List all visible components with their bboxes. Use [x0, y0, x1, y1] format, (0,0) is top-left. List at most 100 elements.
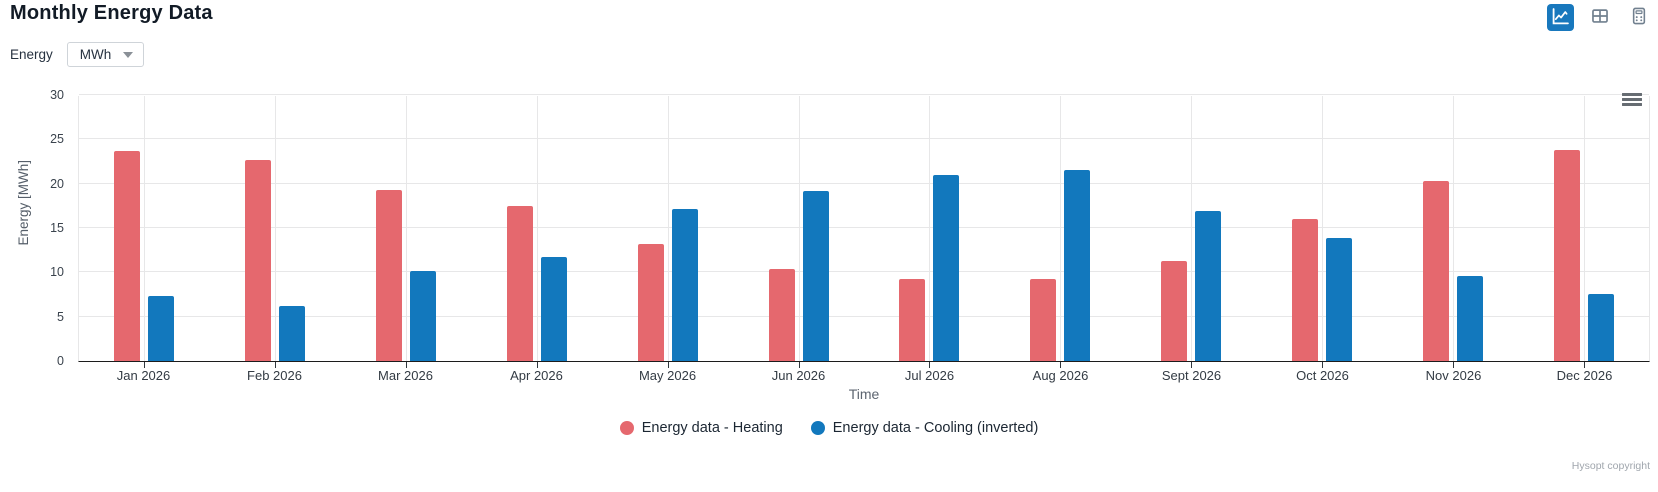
bar-cooling[interactable]: [1456, 275, 1483, 361]
bar-heating[interactable]: [1553, 149, 1580, 361]
x-gridline: [798, 96, 800, 361]
x-tick-label: Mar 2026: [378, 368, 433, 383]
bar-heating[interactable]: [506, 205, 533, 361]
energy-unit-select[interactable]: MWh: [66, 42, 145, 67]
x-tick-label: Jul 2026: [904, 368, 955, 383]
x-gridline: [1191, 96, 1193, 361]
category-slot: [602, 96, 733, 368]
bar-cooling[interactable]: [1587, 293, 1614, 361]
x-tick-label: Sept 2026: [1161, 368, 1222, 383]
x-gridline: [929, 96, 931, 361]
y-gridline: [79, 182, 1649, 184]
x-tick-mark: [1060, 362, 1062, 368]
bar-heating[interactable]: [637, 243, 664, 361]
bar-group: [768, 190, 829, 361]
x-tick-label: May 2026: [638, 368, 697, 383]
category-slot: [471, 96, 602, 368]
y-gridline: [79, 315, 1649, 317]
energy-control-label: Energy: [10, 47, 53, 62]
x-gridline: [275, 96, 277, 361]
legend-item[interactable]: Energy data - Heating: [619, 420, 783, 436]
y-gridline: [79, 94, 1649, 95]
x-gridline: [406, 96, 408, 361]
x-tick-label: Aug 2026: [1032, 368, 1089, 383]
category-slot: [864, 96, 995, 368]
chart-view-button[interactable]: [1547, 4, 1574, 31]
category-slot: [341, 96, 472, 368]
x-gridline: [144, 96, 146, 361]
bar-group: [1291, 219, 1352, 361]
view-toolbar: [1547, 4, 1652, 31]
bar-cooling[interactable]: [279, 306, 306, 361]
bar-heating[interactable]: [114, 150, 141, 361]
bar-heating[interactable]: [1291, 219, 1318, 361]
bar-heating[interactable]: [768, 268, 795, 361]
x-gridline: [1452, 96, 1454, 361]
legend-marker-icon: [810, 421, 825, 435]
category-slot: [1518, 96, 1649, 368]
y-tick-label: 5: [57, 309, 64, 324]
bar-cooling[interactable]: [1325, 237, 1352, 361]
x-gridline: [1321, 96, 1323, 361]
bar-heating[interactable]: [1422, 181, 1449, 361]
plot-area: [78, 93, 1650, 368]
x-tick-label: Oct 2026: [1296, 368, 1349, 383]
bar-heating[interactable]: [899, 279, 926, 361]
y-tick-label: 0: [57, 354, 64, 368]
bar-group: [245, 159, 306, 361]
legend-label: Energy data - Heating: [641, 420, 783, 436]
x-tick-mark: [275, 362, 277, 368]
energy-unit-value: MWh: [79, 47, 112, 62]
category-slot: [995, 96, 1126, 368]
chart-context-menu-button[interactable]: [1619, 90, 1645, 109]
y-gridline: [79, 227, 1649, 228]
bar-group: [376, 189, 437, 361]
category-slot: [733, 96, 864, 368]
y-tick-label: 15: [50, 221, 64, 235]
chevron-down-icon: [123, 51, 134, 58]
bar-heating[interactable]: [245, 159, 272, 361]
bar-cooling[interactable]: [1064, 170, 1091, 361]
y-tick-label: 10: [50, 265, 64, 280]
legend-item[interactable]: Energy data - Cooling (inverted): [810, 420, 1039, 436]
x-tick-mark: [1452, 362, 1454, 368]
x-tick-mark: [929, 362, 931, 368]
legend-label: Energy data - Cooling (inverted): [832, 420, 1039, 436]
bar-cooling[interactable]: [1195, 211, 1222, 361]
x-tick-mark: [536, 362, 538, 368]
category-slot: [1126, 96, 1257, 368]
bar-cooling[interactable]: [540, 257, 567, 361]
bar-cooling[interactable]: [148, 296, 175, 361]
bar-cooling[interactable]: [802, 190, 829, 361]
category-slot: [210, 96, 341, 368]
bar-group: [1161, 211, 1222, 361]
bar-group: [899, 174, 960, 361]
bar-group: [1422, 181, 1483, 361]
bar-cooling[interactable]: [933, 174, 960, 361]
x-axis-tick-labels: Jan 2026 Feb 2026 Mar 2026 Apr 2026 May 2026…: [78, 368, 1650, 383]
bar-cooling[interactable]: [671, 209, 698, 361]
bar-heating[interactable]: [1030, 278, 1057, 361]
energy-unit-control: Energy MWh: [10, 42, 145, 67]
copyright-text: Hysopt copyright: [1571, 460, 1650, 472]
table-view-button[interactable]: [1586, 4, 1613, 31]
bar-group: [1030, 170, 1091, 361]
x-tick-mark: [144, 362, 146, 368]
x-tick-label: Nov 2026: [1425, 368, 1482, 383]
y-tick-label: 20: [50, 176, 64, 191]
x-tick-label: Apr 2026: [510, 368, 563, 383]
category-slot: [1387, 96, 1518, 368]
bar-group: [506, 205, 567, 361]
x-gridline: [1583, 96, 1585, 361]
y-tick-label: 30: [50, 88, 64, 102]
bar-cooling[interactable]: [410, 270, 437, 361]
x-tick-mark: [406, 362, 408, 368]
page-title: Monthly Energy Data: [10, 2, 213, 24]
x-tick-label: Feb 2026: [247, 368, 302, 383]
calculator-view-button[interactable]: [1625, 4, 1652, 31]
bar-heating[interactable]: [1161, 260, 1188, 361]
x-gridline: [667, 96, 669, 361]
bar-heating[interactable]: [376, 189, 403, 361]
x-tick-mark: [1191, 362, 1193, 368]
